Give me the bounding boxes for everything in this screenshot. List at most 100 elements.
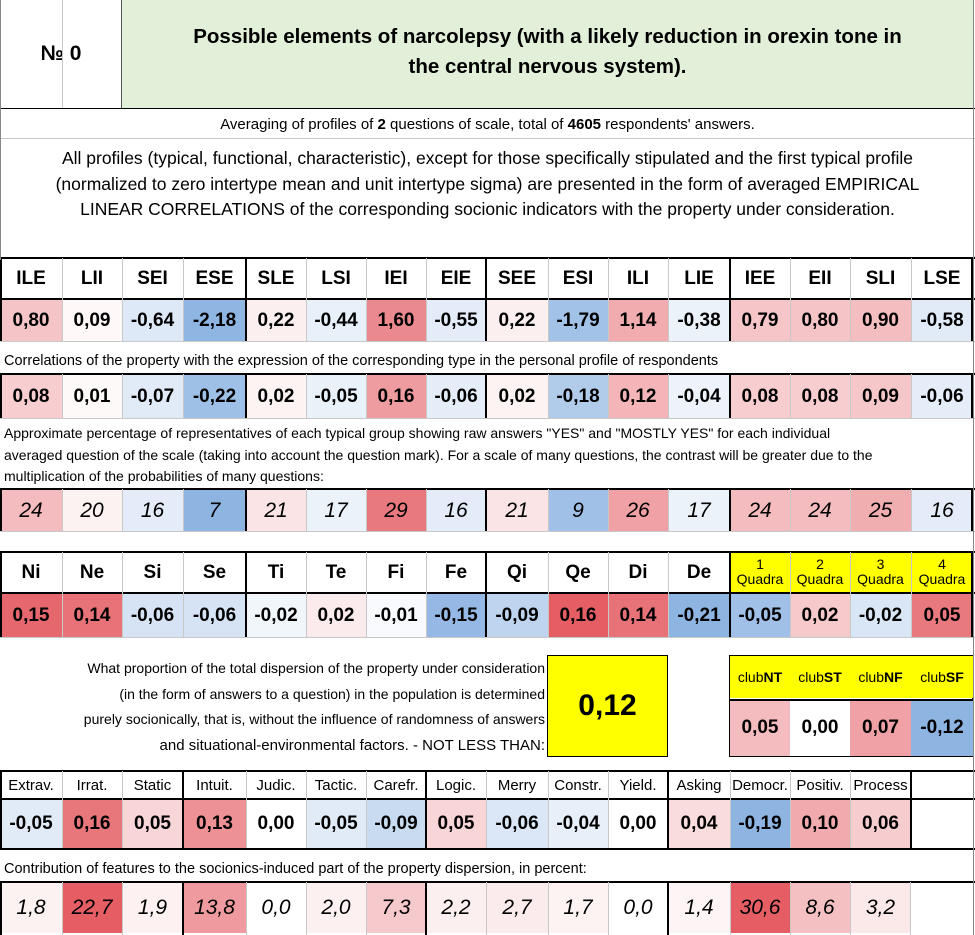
element-value: -0,15 (426, 594, 486, 637)
type-header: LII (80, 268, 104, 289)
divider (182, 771, 184, 848)
divider (122, 374, 123, 418)
element-header: Ni (21, 561, 41, 583)
divider (790, 258, 791, 341)
type-header: LSE (923, 268, 961, 289)
feature-value: -0,04 (548, 800, 608, 848)
divider (608, 882, 609, 935)
divider (0, 373, 975, 375)
type-percentage-value: 20 (62, 490, 122, 531)
feature-value: 0,10 (790, 800, 850, 848)
type-correlation-value: 0,16 (366, 375, 426, 418)
divider (246, 882, 247, 935)
divider (850, 552, 851, 637)
divider (911, 258, 912, 341)
feature-header: Logic. (435, 776, 477, 794)
type-correlation-value: 0,01 (62, 375, 122, 418)
divider (306, 552, 307, 637)
quadra-word: Quadra (736, 571, 784, 587)
divider (366, 374, 367, 418)
type-percentage-value: 16 (911, 490, 973, 531)
divider (608, 258, 609, 341)
type-profile-value: 0,80 (790, 300, 850, 341)
divider (62, 489, 63, 531)
type-correlation-value: 0,02 (246, 375, 306, 418)
divider (729, 258, 731, 341)
type-profile-value: 0,09 (62, 300, 122, 341)
type-header: ESI (562, 268, 594, 289)
club-value: 0,07 (850, 700, 911, 756)
divider (306, 489, 307, 531)
divider (426, 552, 427, 637)
type-correlation-value: -0,06 (911, 375, 973, 418)
divider (62, 552, 63, 637)
divider (121, 0, 122, 108)
feature-value: 0,13 (183, 800, 246, 848)
divider (62, 771, 63, 848)
type-percentage-value: 24 (730, 490, 790, 531)
element-header: Qi (506, 561, 528, 583)
feature-header: Constr. (554, 776, 602, 794)
percentage-caption-line: multiplication of the probabilities of m… (4, 468, 324, 484)
divider (790, 489, 791, 531)
type-correlation-value: -0,18 (548, 375, 608, 418)
type-percentage-value: 7 (183, 490, 246, 531)
type-profile-value: 0,80 (0, 300, 62, 341)
divider (122, 552, 123, 637)
quadra-value: 0,05 (911, 594, 973, 637)
divider (850, 882, 851, 935)
type-correlation-value: 0,08 (790, 375, 850, 418)
divider (971, 489, 973, 531)
type-profile-value: -0,44 (306, 300, 366, 341)
feature-value: -0,06 (486, 800, 548, 848)
divider (971, 374, 973, 418)
feature-contribution: 1,9 (122, 883, 183, 933)
divider (548, 374, 549, 418)
type-correlation-value: 0,02 (486, 375, 548, 418)
type-correlation-value: -0,04 (668, 375, 730, 418)
quadra-value: -0,02 (850, 594, 911, 637)
divider (245, 374, 247, 418)
divider (608, 771, 609, 848)
divider (790, 882, 791, 935)
element-value: -0,06 (183, 594, 246, 637)
divider (122, 771, 123, 848)
element-value: -0,06 (122, 594, 183, 637)
description-line: All profiles (typical, functional, chara… (61, 148, 914, 168)
divider (426, 258, 427, 341)
feature-header: Democr. (732, 776, 788, 794)
divider (668, 489, 669, 531)
feature-header: Static (133, 776, 172, 794)
divider (971, 552, 973, 637)
dispersion-line: purely socionically, that is, without th… (83, 711, 545, 727)
feature-contribution: 2,7 (486, 883, 548, 933)
club-name: NT (763, 669, 783, 685)
percentage-caption-line: averaged question of the scale (taking i… (4, 446, 873, 463)
type-header: SLE (257, 268, 295, 289)
divider (729, 489, 731, 531)
feature-header: Yield. (619, 776, 657, 794)
type-percentage-value: 25 (850, 490, 911, 531)
divider (729, 374, 731, 418)
divider (62, 258, 63, 341)
divider (306, 882, 307, 935)
element-value: -0,09 (486, 594, 548, 637)
divider (0, 637, 975, 638)
feature-header: Irrat. (76, 776, 108, 794)
quadra-number: 4 (938, 556, 946, 572)
element-header: Ne (79, 561, 105, 583)
feature-value: -0,19 (730, 800, 790, 848)
type-correlation-value: -0,07 (122, 375, 183, 418)
divider (366, 882, 367, 935)
type-header: SEI (137, 268, 168, 289)
divider (0, 551, 975, 553)
divider (366, 552, 367, 637)
title-background (122, 0, 973, 108)
feature-contribution: 1,7 (548, 883, 608, 933)
quadra-word: Quadra (857, 571, 904, 587)
correlations-caption: Correlations of the property with the ex… (4, 353, 719, 369)
divider (183, 489, 184, 531)
divider (0, 488, 975, 490)
feature-contribution: 2,2 (426, 883, 486, 933)
element-header: De (686, 561, 712, 583)
